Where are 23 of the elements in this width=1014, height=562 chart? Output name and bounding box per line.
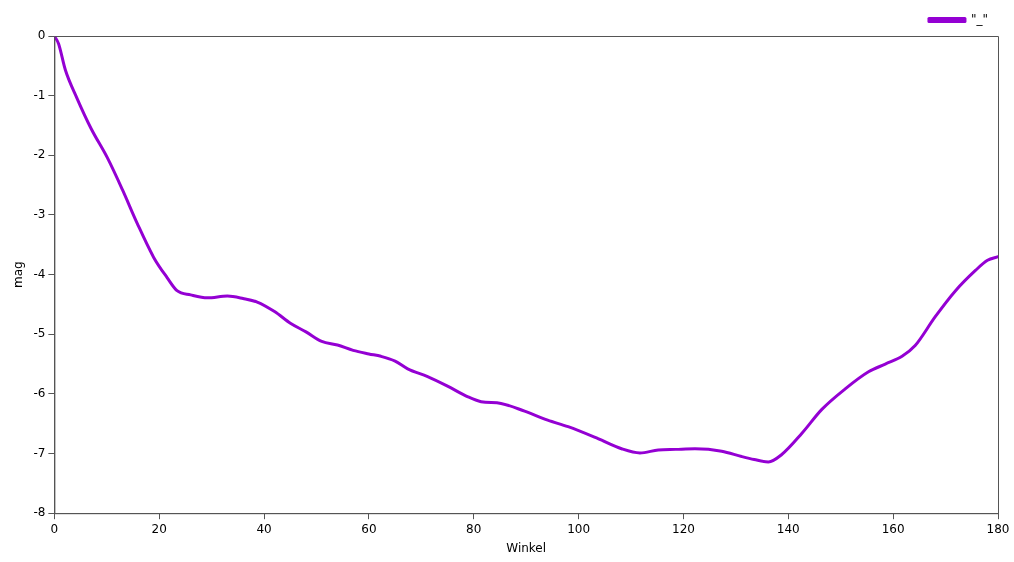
y-tick-label: -1 [33,87,46,102]
x-tick-label: 80 [466,521,482,536]
x-tick-label: 140 [776,521,800,536]
y-tick-label: -3 [33,207,46,222]
x-tick-label: 0 [50,521,59,536]
y-tick-label: -4 [33,266,46,281]
legend-label: "_" [970,12,989,27]
y-axis-title: mag [11,261,26,288]
x-tick-label: 160 [881,521,905,536]
line-series [54,36,998,464]
y-tick-label: -8 [33,505,46,520]
x-tick-label: 120 [672,521,695,536]
x-tick-label: 20 [151,521,167,536]
y-tick-label: -6 [33,386,46,401]
x-tick-label: 60 [361,521,377,536]
y-tick-label: 0 [37,28,46,43]
y-tick-label: -2 [33,147,46,162]
y-tick-label: -7 [33,445,46,460]
x-tick-label: 100 [567,521,591,536]
x-tick-label: 40 [256,521,272,536]
x-tick-label: 180 [986,521,1010,536]
y-tick-label: -5 [33,326,46,341]
x-axis-title: Winkel [506,540,547,555]
